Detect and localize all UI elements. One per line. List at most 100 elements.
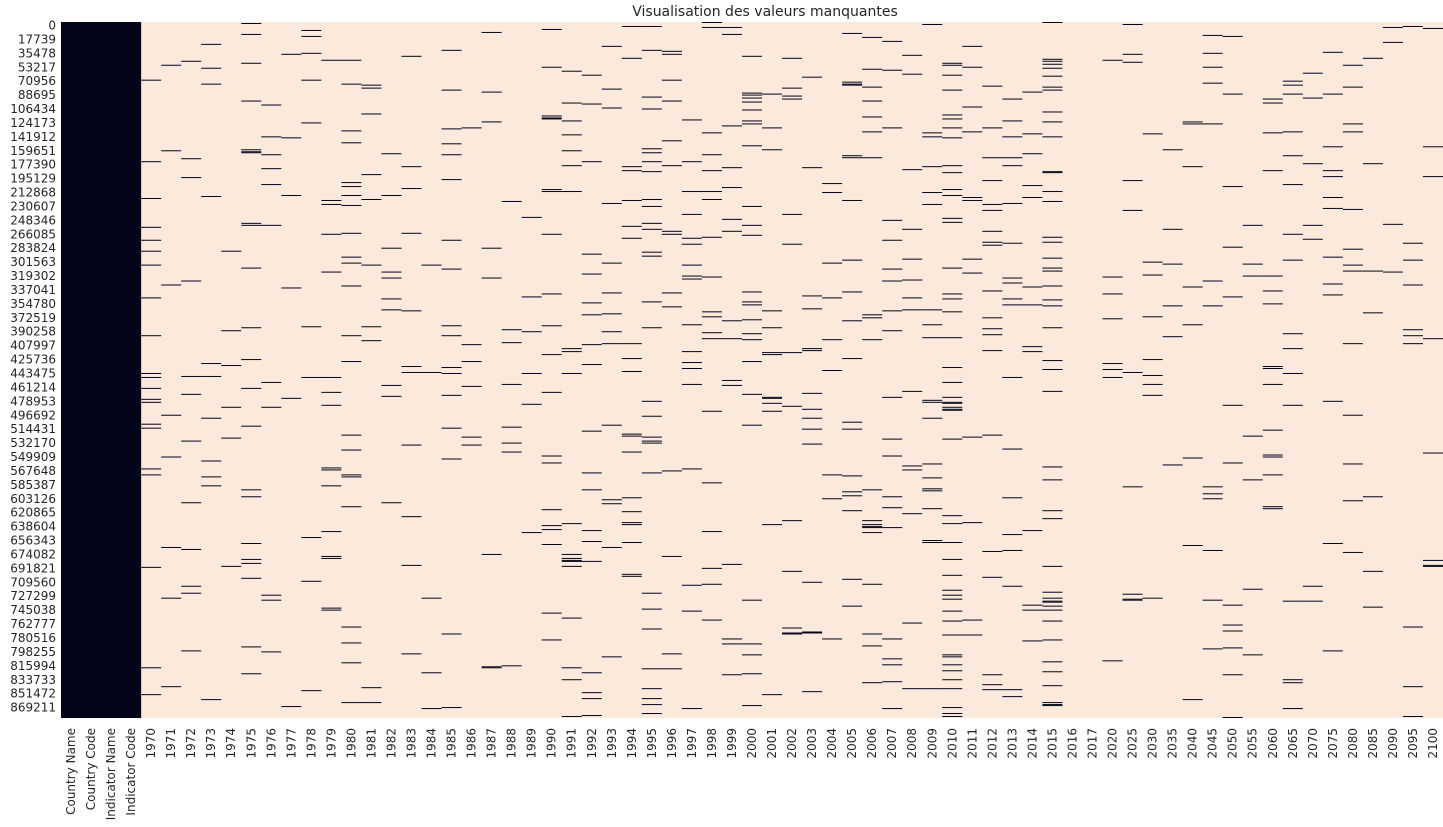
heatmap-cell bbox=[701, 338, 723, 340]
heatmap-column-2002 bbox=[782, 22, 803, 718]
heatmap-cell bbox=[641, 22, 663, 718]
heatmap-cell bbox=[882, 664, 903, 666]
y-tick-label: 390258 bbox=[10, 325, 56, 339]
heatmap-cell bbox=[441, 707, 463, 709]
heatmap-cell bbox=[942, 654, 963, 656]
heatmap-cell bbox=[541, 391, 563, 393]
y-tick-label: 656343 bbox=[10, 534, 56, 548]
heatmap-cell bbox=[822, 498, 843, 500]
heatmap-cell bbox=[1342, 463, 1364, 465]
heatmap-cell bbox=[942, 311, 963, 313]
heatmap-cell bbox=[982, 127, 1003, 129]
x-tick-label: 2075 bbox=[1326, 728, 1340, 759]
heatmap-cell bbox=[81, 22, 102, 718]
heatmap-cell bbox=[701, 316, 723, 318]
heatmap-cell bbox=[561, 617, 583, 619]
heatmap-cell bbox=[701, 276, 723, 278]
heatmap-cell bbox=[862, 68, 883, 70]
heatmap-cell bbox=[201, 417, 222, 419]
heatmap-cell bbox=[361, 198, 382, 200]
heatmap-cell bbox=[441, 239, 463, 241]
x-tick-label: Indicator Code bbox=[124, 728, 138, 816]
heatmap-cell bbox=[581, 103, 603, 105]
heatmap-cell bbox=[701, 619, 723, 621]
heatmap-cell bbox=[942, 664, 963, 666]
heatmap-cell bbox=[1402, 716, 1424, 718]
heatmap-column-1997 bbox=[681, 22, 703, 718]
heatmap-cell bbox=[1162, 336, 1184, 338]
heatmap-cell bbox=[1142, 22, 1164, 718]
heatmap-cell bbox=[782, 243, 803, 245]
heatmap-cell bbox=[621, 358, 643, 360]
heatmap-cell bbox=[561, 165, 583, 167]
heatmap-cell bbox=[1262, 508, 1284, 510]
heatmap-cell bbox=[641, 592, 663, 594]
heatmap-cell bbox=[1402, 343, 1424, 345]
heatmap-cell bbox=[401, 366, 423, 368]
heatmap-cell bbox=[261, 406, 282, 408]
heatmap-cell bbox=[641, 222, 663, 224]
heatmap-cell bbox=[962, 272, 983, 274]
heatmap-cell bbox=[581, 698, 603, 700]
heatmap-cell bbox=[721, 33, 743, 35]
heatmap-cell bbox=[661, 233, 683, 235]
heatmap-cell bbox=[281, 22, 302, 718]
heatmap-cell bbox=[1342, 551, 1364, 553]
heatmap-cell bbox=[842, 199, 863, 201]
heatmap-cell bbox=[461, 361, 483, 363]
x-tick-label: 2006 bbox=[865, 728, 879, 759]
heatmap-cell bbox=[782, 22, 803, 718]
heatmap-cell bbox=[942, 298, 963, 300]
x-tick-label: 1995 bbox=[645, 728, 659, 759]
heatmap-cell bbox=[1042, 620, 1063, 622]
x-tick-label: 1987 bbox=[485, 728, 499, 759]
y-tick-label: 425736 bbox=[10, 353, 56, 367]
heatmap-cell bbox=[862, 339, 883, 341]
x-tick-label: 1973 bbox=[204, 728, 218, 759]
heatmap-cell bbox=[1142, 394, 1164, 396]
y-tick-label: 443475 bbox=[10, 367, 56, 381]
heatmap-cell bbox=[842, 157, 863, 159]
heatmap-cell bbox=[361, 174, 382, 176]
x-tick-label: 1991 bbox=[565, 728, 579, 759]
heatmap-cell bbox=[161, 64, 182, 66]
heatmap-cell bbox=[842, 491, 863, 493]
x-tick-label: 1984 bbox=[425, 728, 439, 759]
heatmap-cell bbox=[942, 679, 963, 681]
heatmap-cell bbox=[842, 22, 863, 718]
heatmap-cell bbox=[782, 98, 803, 100]
heatmap-cell bbox=[862, 317, 883, 319]
heatmap-column-2095 bbox=[1402, 22, 1424, 718]
x-tick-label: 2010 bbox=[945, 728, 959, 759]
y-tick-label: 691821 bbox=[10, 561, 56, 575]
heatmap-cell bbox=[701, 236, 723, 238]
x-tick-label: 2100 bbox=[1426, 728, 1440, 759]
heatmap-cell bbox=[1162, 22, 1184, 718]
heatmap-cell bbox=[1322, 22, 1344, 718]
heatmap-cell bbox=[902, 309, 923, 311]
heatmap-cell bbox=[942, 713, 963, 715]
heatmap-cell bbox=[882, 708, 903, 710]
heatmap-cell bbox=[621, 522, 643, 524]
heatmap-cell bbox=[241, 425, 262, 427]
heatmap-cell bbox=[982, 22, 1003, 718]
y-tick-label: 17739 bbox=[18, 32, 56, 46]
heatmap-cell bbox=[782, 627, 803, 629]
heatmap-cell bbox=[1202, 34, 1224, 36]
heatmap-cell bbox=[541, 509, 563, 511]
heatmap-cell bbox=[1042, 704, 1063, 706]
heatmap-cell bbox=[641, 668, 663, 670]
heatmap-cell bbox=[862, 532, 883, 534]
heatmap-cell bbox=[401, 564, 423, 566]
heatmap-cell bbox=[1122, 53, 1144, 55]
heatmap-cell bbox=[261, 594, 282, 596]
heatmap-cell bbox=[361, 84, 382, 86]
heatmap-cell bbox=[1422, 176, 1443, 178]
heatmap-column-2000 bbox=[741, 22, 763, 718]
heatmap-column-1975 bbox=[241, 22, 262, 718]
y-tick-label: 230607 bbox=[10, 199, 56, 213]
heatmap-cell bbox=[842, 428, 863, 430]
heatmap-cell bbox=[541, 325, 563, 327]
heatmap-cell bbox=[942, 438, 963, 440]
heatmap-cell bbox=[621, 542, 643, 544]
